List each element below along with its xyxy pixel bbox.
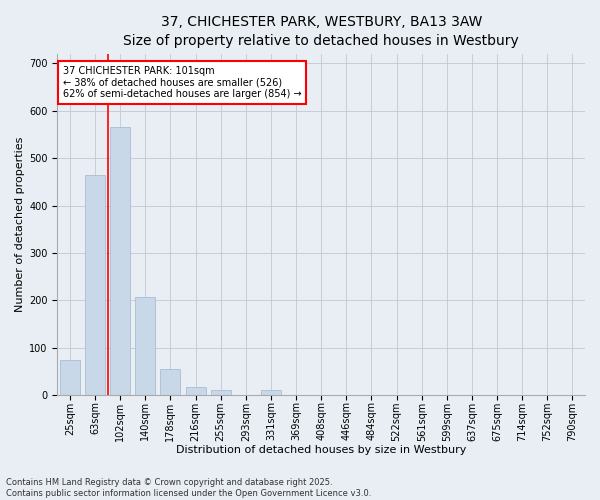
Bar [185,386,206,395]
X-axis label: Distribution of detached houses by size in Westbury: Distribution of detached houses by size … [176,445,466,455]
Bar [211,390,231,395]
Text: Contains HM Land Registry data © Crown copyright and database right 2025.
Contai: Contains HM Land Registry data © Crown c… [6,478,371,498]
Y-axis label: Number of detached properties: Number of detached properties [15,137,25,312]
Bar [60,360,80,395]
Bar [110,128,130,395]
Title: 37, CHICHESTER PARK, WESTBURY, BA13 3AW
Size of property relative to detached ho: 37, CHICHESTER PARK, WESTBURY, BA13 3AW … [124,15,519,48]
Bar [160,369,181,395]
Text: 37 CHICHESTER PARK: 101sqm
← 38% of detached houses are smaller (526)
62% of sem: 37 CHICHESTER PARK: 101sqm ← 38% of deta… [62,66,301,99]
Bar [261,390,281,395]
Bar [135,297,155,395]
Bar [85,174,105,395]
